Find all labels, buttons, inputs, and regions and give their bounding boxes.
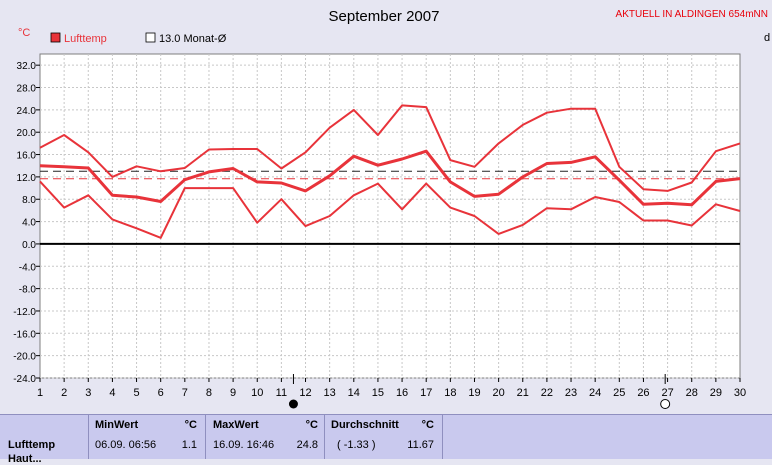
y-tick-label: -12.0 [13,307,36,318]
x-tick-label: 25 [613,387,625,399]
series-line-max [39,104,741,192]
y-tick-label: -20.0 [13,352,36,363]
y-tick-label: -4.0 [19,262,37,273]
series-line-min [39,180,741,239]
stats-row-label-2: Haut... [8,453,42,465]
legend-label-series: Lufttemp [64,33,107,45]
x-tick-label: 1 [37,387,43,399]
stats-max-value: 24.8 [296,439,318,451]
stats-max-datetime: 16.09. 16:46 [213,439,275,451]
right-unit-label: d [764,32,770,44]
markers [288,374,671,409]
stats-avg-cell: Durchschnitt °C ( -1.33 ) 11.67 [324,415,443,459]
stats-min-header: MinWert [95,419,139,431]
series-group [39,104,741,239]
legend-label-avg: 13.0 Monat-Ø [159,33,227,45]
y-tick-label: 20.0 [17,128,37,139]
x-tick-label: 29 [710,387,722,399]
stats-avg-unit: °C [421,419,434,431]
stats-row-label: Lufttemp [8,439,56,451]
x-tick-label: 11 [276,387,287,399]
y-tick-label: -8.0 [19,285,37,296]
chart: 32.0 28.0 24.0 20.0 16.0 12.0 8.0 4.0 0.0 -4.0 -8.… [13,8,770,409]
x-tick-label: 28 [686,387,698,399]
x-tick-label: 14 [348,387,360,399]
stats-max-header: MaxWert [213,419,259,431]
x-tick-label: 30 [734,387,746,399]
new-moon-icon [288,399,298,409]
y-tick-label: 4.0 [22,218,36,229]
x-tick-label: 27 [661,387,673,399]
x-tick-label: 13 [324,387,336,399]
x-tick-label: 23 [565,387,577,399]
x-tick-label: 19 [468,387,480,399]
x-tick-label: 21 [517,387,529,399]
x-tick-label: 10 [251,387,263,399]
stats-min-datetime: 06.09. 06:56 [95,439,157,451]
stats-max-cell: MaxWert °C 16.09. 16:46 24.8 [205,415,324,459]
x-axis: 1 2 3 4 5 6 7 8 9 10 11 12 13 14 15 16 17 18 19 20 21 22 23 24 2… [37,378,746,399]
x-tick-label: 2 [61,387,67,399]
stats-avg-delta: ( -1.33 ) [337,439,376,451]
stats-min-unit: °C [184,419,197,431]
x-tick-label: 16 [396,387,408,399]
x-tick-label: 20 [492,387,504,399]
x-tick-label: 5 [133,387,139,399]
x-tick-label: 17 [420,387,432,399]
x-tick-label: 7 [182,387,188,399]
series-line-mean [39,149,741,207]
x-tick-label: 15 [372,387,384,399]
full-moon-icon [660,399,671,409]
stats-avg-header: Durchschnitt [331,419,399,431]
y-tick-label: 24.0 [17,106,37,117]
y-tick-label: -16.0 [13,329,36,340]
y-tick-label: -24.0 [13,374,36,385]
stats-avg-value: 11.67 [407,439,434,451]
x-tick-label: 12 [299,387,311,399]
stats-min-cell: MinWert °C 06.09. 06:56 1.1 [88,415,205,459]
average-lines [40,170,740,245]
y-tick-label: 8.0 [22,195,36,206]
x-tick-label: 4 [109,387,115,399]
chart-title: September 2007 [329,8,440,25]
x-tick-label: 22 [541,387,553,399]
plot-area [39,53,741,379]
y-unit-label: °C [18,27,30,39]
legend-swatch-avg [145,32,156,43]
y-tick-label: 32.0 [17,61,37,72]
x-tick-label: 9 [230,387,236,399]
y-tick-label: 0.0 [22,240,36,251]
y-tick-label: 16.0 [17,151,37,162]
stats-panel: Lufttemp Haut... MinWert °C 06.09. 06:56… [0,414,772,465]
legend-swatch-series [50,32,61,43]
x-tick-label: 26 [637,387,649,399]
x-tick-label: 24 [589,387,601,399]
x-tick-label: 18 [444,387,456,399]
status-text: AKTUELL IN ALDINGEN 654mNN [616,9,768,20]
x-tick-label: 6 [158,387,164,399]
stats-min-value: 1.1 [181,439,197,451]
stats-max-unit: °C [305,419,318,431]
x-tick-label: 8 [206,387,212,399]
y-tick-label: 12.0 [17,173,37,184]
x-tick-label: 3 [85,387,91,399]
y-axis: 32.0 28.0 24.0 20.0 16.0 12.0 8.0 4.0 0.0 -4.0 -8.… [13,61,40,385]
y-tick-label: 28.0 [17,84,37,95]
